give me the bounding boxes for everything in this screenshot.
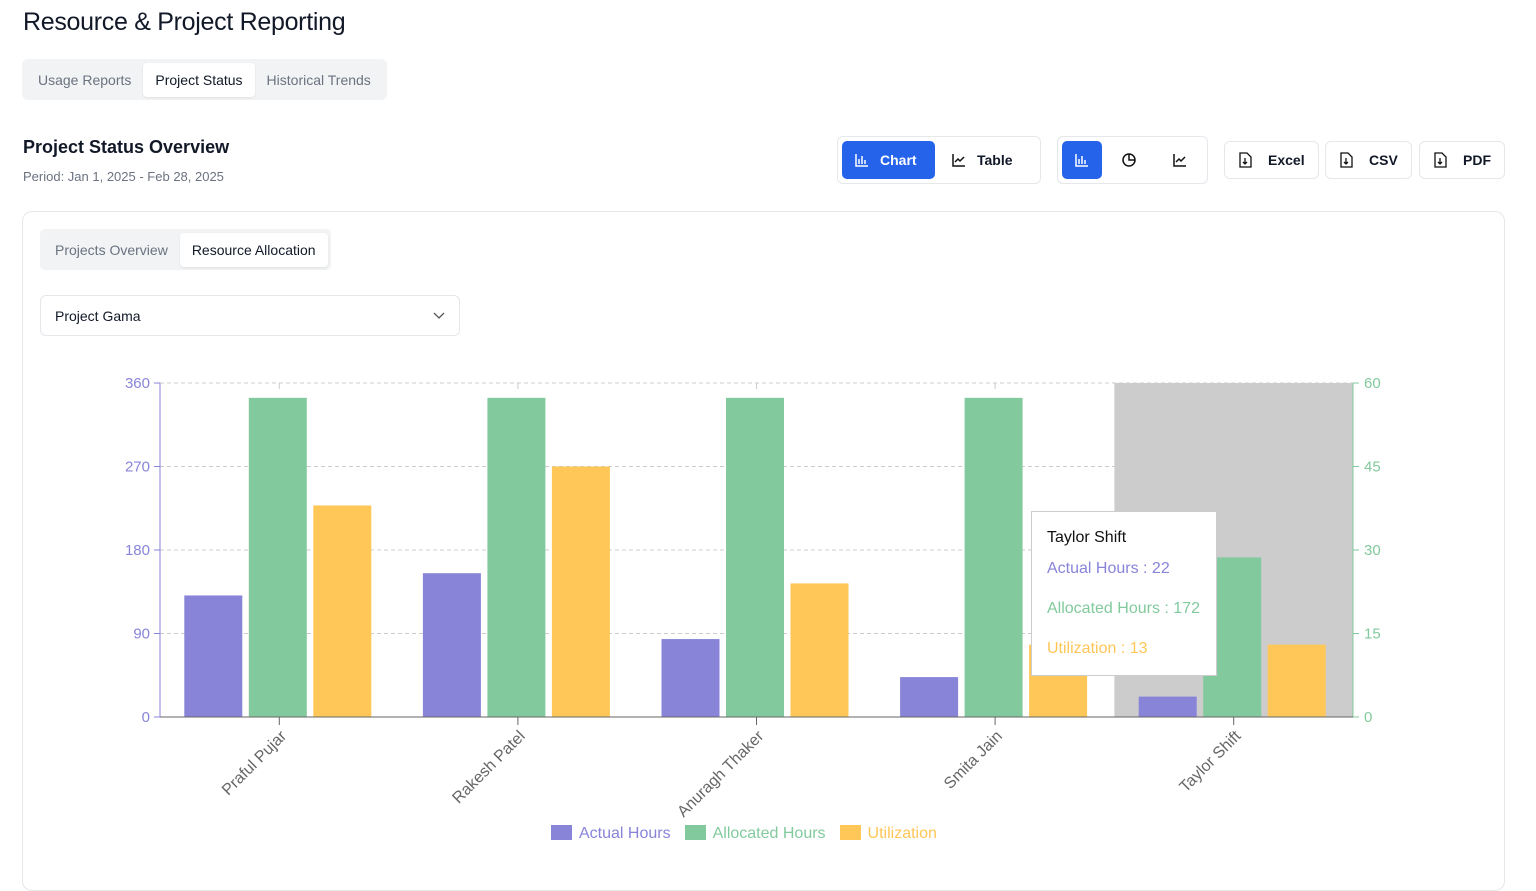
- x-tick-label: Anuragh Thaker: [674, 727, 767, 820]
- left-tick-label: 0: [142, 709, 150, 726]
- left-tick-label: 90: [133, 626, 150, 643]
- report-tabs: Usage Reports Project Status Historical …: [22, 59, 387, 100]
- tooltip-utilization: Utilization : 13: [1047, 640, 1148, 657]
- bar-allocated-hours: [726, 397, 784, 717]
- tooltip-title: Taylor Shift: [1047, 529, 1127, 546]
- table-label: Table: [977, 152, 1013, 168]
- bar-actual-hours: [661, 639, 720, 717]
- x-tick-label: Taylor Shift: [1177, 727, 1245, 795]
- legend-utilization[interactable]: Utilization: [839, 825, 937, 843]
- resource-allocation-chart: 0 90 180 270 360 0 15 30 45 60 Praful Pujar Rakesh …: [125, 375, 1381, 821]
- project-select[interactable]: Project Gama: [40, 295, 460, 336]
- legend-allocated[interactable]: Allocated Hours: [684, 825, 826, 843]
- bar-actual-hours: [900, 677, 959, 717]
- bar-chart-button[interactable]: [1062, 141, 1102, 179]
- file-download-icon: [1340, 152, 1353, 168]
- bar-allocated-hours: [964, 397, 1023, 717]
- right-tick-label: 45: [1364, 459, 1381, 476]
- file-download-icon: [1239, 152, 1252, 168]
- pie-chart-button[interactable]: [1106, 141, 1153, 179]
- sub-tabs: Projects Overview Resource Allocation: [40, 229, 331, 270]
- tab-project-status[interactable]: Project Status: [143, 62, 255, 97]
- bar-utilization: [313, 505, 372, 717]
- section-title: Project Status Overview: [23, 137, 230, 157]
- file-download-icon: [1434, 152, 1447, 168]
- project-select-value: Project Gama: [55, 307, 141, 324]
- view-toggle: Chart Table: [837, 136, 1041, 184]
- right-tick-label: 60: [1364, 375, 1381, 392]
- chart-label: Chart: [880, 152, 917, 168]
- left-tick-label: 360: [125, 375, 150, 392]
- chart-type-toggle: [1057, 136, 1208, 184]
- bar-chart-icon: [855, 154, 868, 167]
- line-chart-icon: [952, 154, 965, 167]
- left-tick-label: 270: [125, 459, 150, 476]
- right-tick-label: 0: [1364, 709, 1372, 726]
- bar-actual-hours: [184, 595, 243, 717]
- bar-actual-hours: [1138, 696, 1197, 717]
- pie-chart-icon: [1122, 153, 1136, 167]
- right-tick-label: 15: [1364, 626, 1381, 643]
- csv-label: CSV: [1369, 152, 1398, 168]
- left-tick-label: 180: [125, 542, 150, 559]
- chart-view-button[interactable]: Chart: [842, 141, 935, 179]
- x-tick-label: Rakesh Patel: [449, 728, 528, 807]
- right-tick-label: 30: [1364, 542, 1381, 559]
- bar-utilization: [551, 466, 610, 717]
- bar-allocated-hours: [248, 397, 307, 717]
- period-label: Period: Jan 1, 2025 - Feb 28, 2025: [23, 169, 224, 184]
- export-excel-button[interactable]: Excel: [1224, 141, 1319, 179]
- bar-chart-icon: [1075, 154, 1088, 167]
- tooltip-allocated: Allocated Hours : 172: [1047, 600, 1200, 617]
- x-tick-label: Praful Pujar: [219, 727, 291, 799]
- export-pdf-button[interactable]: PDF: [1419, 141, 1505, 179]
- tab-resource-allocation[interactable]: Resource Allocation: [179, 232, 328, 267]
- tooltip-actual: Actual Hours : 22: [1047, 560, 1170, 577]
- tab-usage-reports[interactable]: Usage Reports: [38, 71, 132, 88]
- table-view-button[interactable]: Table: [939, 141, 1025, 179]
- line-chart-button[interactable]: [1157, 141, 1204, 179]
- export-csv-button[interactable]: CSV: [1325, 141, 1412, 179]
- pdf-label: PDF: [1463, 152, 1491, 168]
- tab-historical-trends[interactable]: Historical Trends: [266, 71, 371, 88]
- tab-projects-overview[interactable]: Projects Overview: [55, 241, 168, 258]
- legend-actual[interactable]: Actual Hours: [551, 825, 671, 843]
- line-chart-icon: [1173, 154, 1186, 167]
- chevron-down-icon: [433, 312, 445, 319]
- chart-legend: Actual Hours Allocated Hours Utilization: [551, 825, 937, 843]
- bar-utilization: [1267, 644, 1326, 717]
- bar-utilization: [790, 583, 849, 717]
- excel-label: Excel: [1268, 152, 1305, 168]
- bar-allocated-hours: [487, 397, 546, 717]
- bar-actual-hours: [422, 573, 481, 717]
- chart-tooltip: Taylor Shift Actual Hours : 22 Allocated…: [1031, 511, 1217, 676]
- page-title: Resource & Project Reporting: [23, 8, 346, 36]
- x-tick-label: Smita Jain: [941, 728, 1006, 793]
